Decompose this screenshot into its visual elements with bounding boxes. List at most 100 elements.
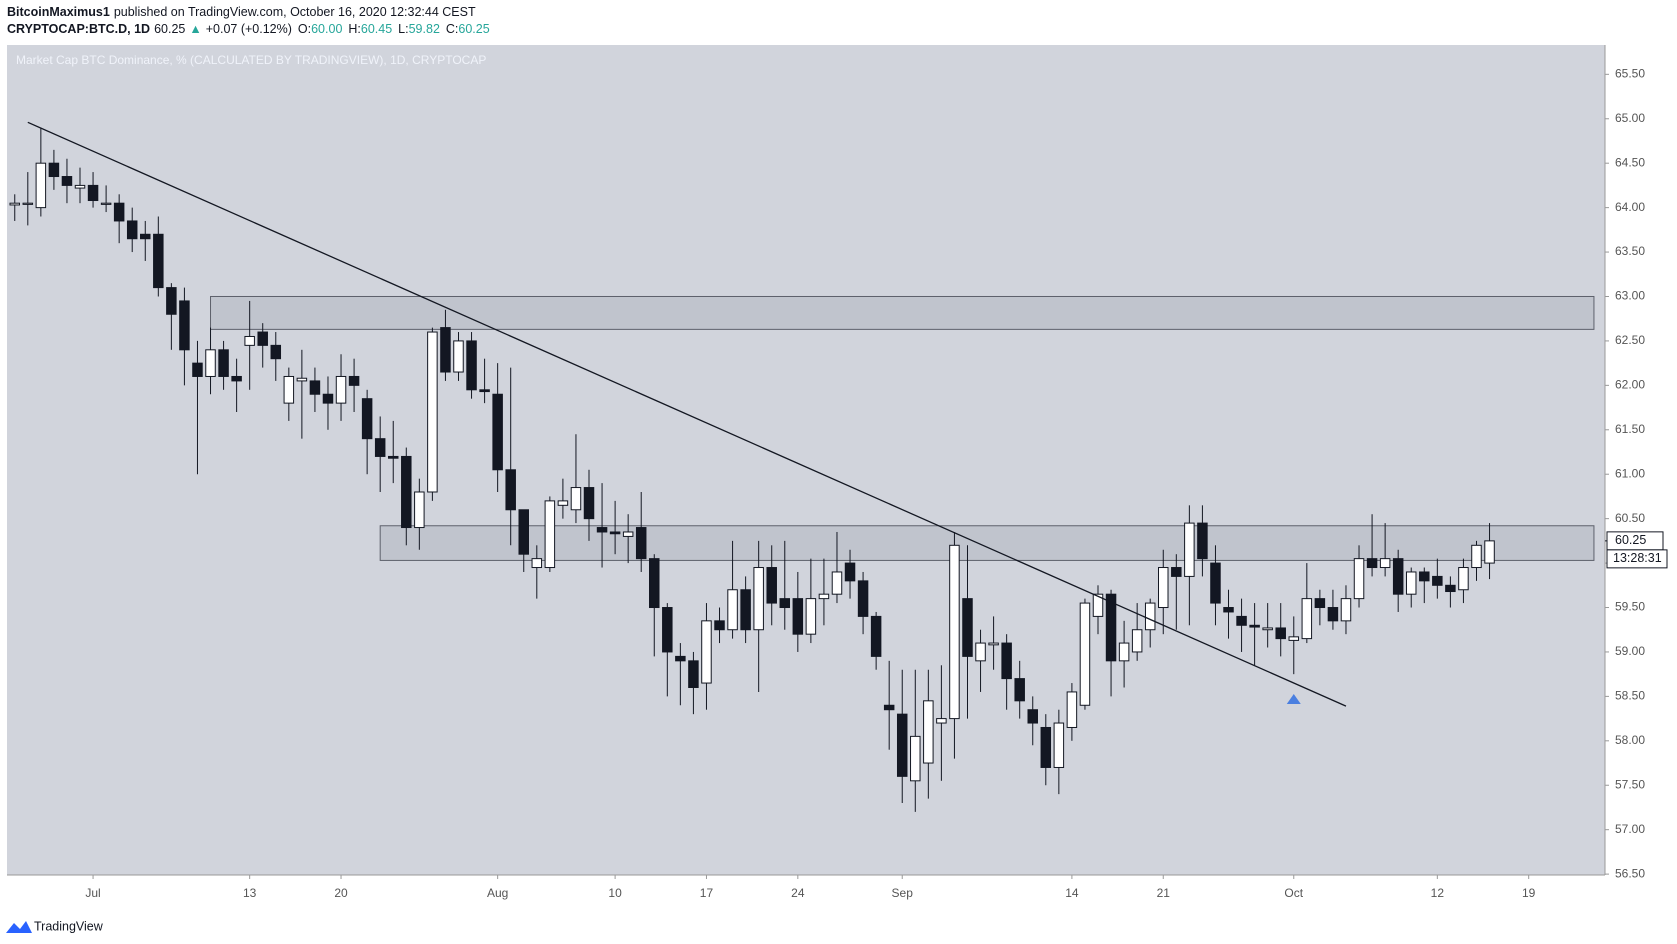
candle-body [244,335,255,346]
y-tick-label: 62.50 [1615,333,1645,347]
candle-body [1197,522,1208,560]
candle-body [896,713,908,777]
candle-body [557,500,569,506]
candle-body [792,598,804,635]
candle-body [374,438,386,457]
y-tick-label: 61.50 [1615,422,1645,436]
ohlc-label: H: [348,22,361,36]
candle-body [622,531,634,537]
candle-body [153,233,164,289]
candle-body [1092,593,1104,617]
candle-body [857,580,869,617]
candle-body [1158,567,1169,609]
candle-body [1131,629,1143,653]
candle-body [1236,615,1247,626]
y-tick-label: 64.00 [1615,200,1645,214]
candle-body [1001,642,1012,680]
candle-body [361,398,373,440]
candle-body [701,620,712,684]
candle-body [870,615,882,657]
candle-body [1327,607,1339,622]
candle-body [270,344,282,360]
candle-body [87,184,99,202]
candle-body [1053,722,1065,768]
y-tick-label: 60.50 [1615,511,1645,525]
candle-body [570,487,582,511]
candle-body [205,349,216,377]
candle-body [1366,558,1378,569]
y-tick-label: 59.00 [1615,644,1645,658]
candle-body [453,340,464,373]
candle-body [140,233,151,240]
x-tick-label: 21 [1157,886,1171,900]
candle-body [1118,642,1130,662]
candle-body [231,375,242,382]
candle-body [22,202,34,205]
header-line-1: BitcoinMaximus1 published on TradingView.… [7,5,476,19]
x-tick-label: Aug [487,886,508,900]
ohlc-label: C: [446,22,459,36]
candle-body [1484,540,1495,564]
candle-body [1014,678,1025,702]
candle-body [962,598,973,657]
y-tick-label: 64.50 [1615,155,1645,169]
ohlc-value: 60.45 [361,22,392,36]
x-tick-label: 24 [791,886,805,900]
candle-body [1340,598,1352,622]
ohlc-value: 60.25 [458,22,489,36]
candle-body [596,527,608,533]
candle-body [1210,562,1221,604]
candle-body [1419,571,1430,582]
candle-body [1471,544,1482,569]
candle-body [831,571,843,595]
candle-body [583,487,595,520]
candle-body [975,642,986,662]
y-tick-label: 65.50 [1615,66,1645,80]
candle-body [649,558,660,609]
candle-body [1079,602,1091,706]
candle-body [309,380,321,395]
arrow: ▲ [189,22,201,36]
candle-body [387,455,399,459]
candle-body [505,469,516,511]
candle-body [531,558,543,569]
symbol: CRYPTOCAP:BTC.D, 1D [7,22,150,36]
y-tick-label: 56.50 [1615,866,1645,880]
candle-body [35,162,47,209]
x-tick-label: Jul [85,886,100,900]
candle-body [949,544,960,720]
candle-body [818,593,830,600]
candle-body [1301,598,1313,640]
ohlc-label: O: [298,22,311,36]
candle-body [675,655,686,662]
candle-body [1027,709,1038,724]
candle-body [257,331,268,346]
candle-body [910,735,921,782]
zone [379,525,1595,561]
candle-body [1040,726,1052,768]
countdown: 13:28:31 [1613,551,1662,565]
candle-body [1066,691,1078,728]
candle-body [440,327,451,373]
candle-body [100,202,112,205]
candle-body [1288,636,1300,641]
x-tick-label: 12 [1431,886,1445,900]
marker [1286,694,1301,705]
candle-body [518,509,529,555]
candle-body [1223,607,1234,613]
candle-body [166,287,177,315]
candle-body [1249,624,1260,628]
candle-body [805,598,817,635]
candle-body [635,527,647,560]
candle-body [727,589,738,631]
candle-body [492,393,503,471]
candle-body [544,500,556,569]
ohlc-label: L: [398,22,408,36]
candle-body [335,375,347,404]
candle-body [1432,575,1443,586]
ohlc-value: 60.00 [311,22,342,36]
publisher: BitcoinMaximus1 [7,5,110,19]
x-tick-label: Sep [892,886,914,900]
plot-background [7,45,1605,875]
